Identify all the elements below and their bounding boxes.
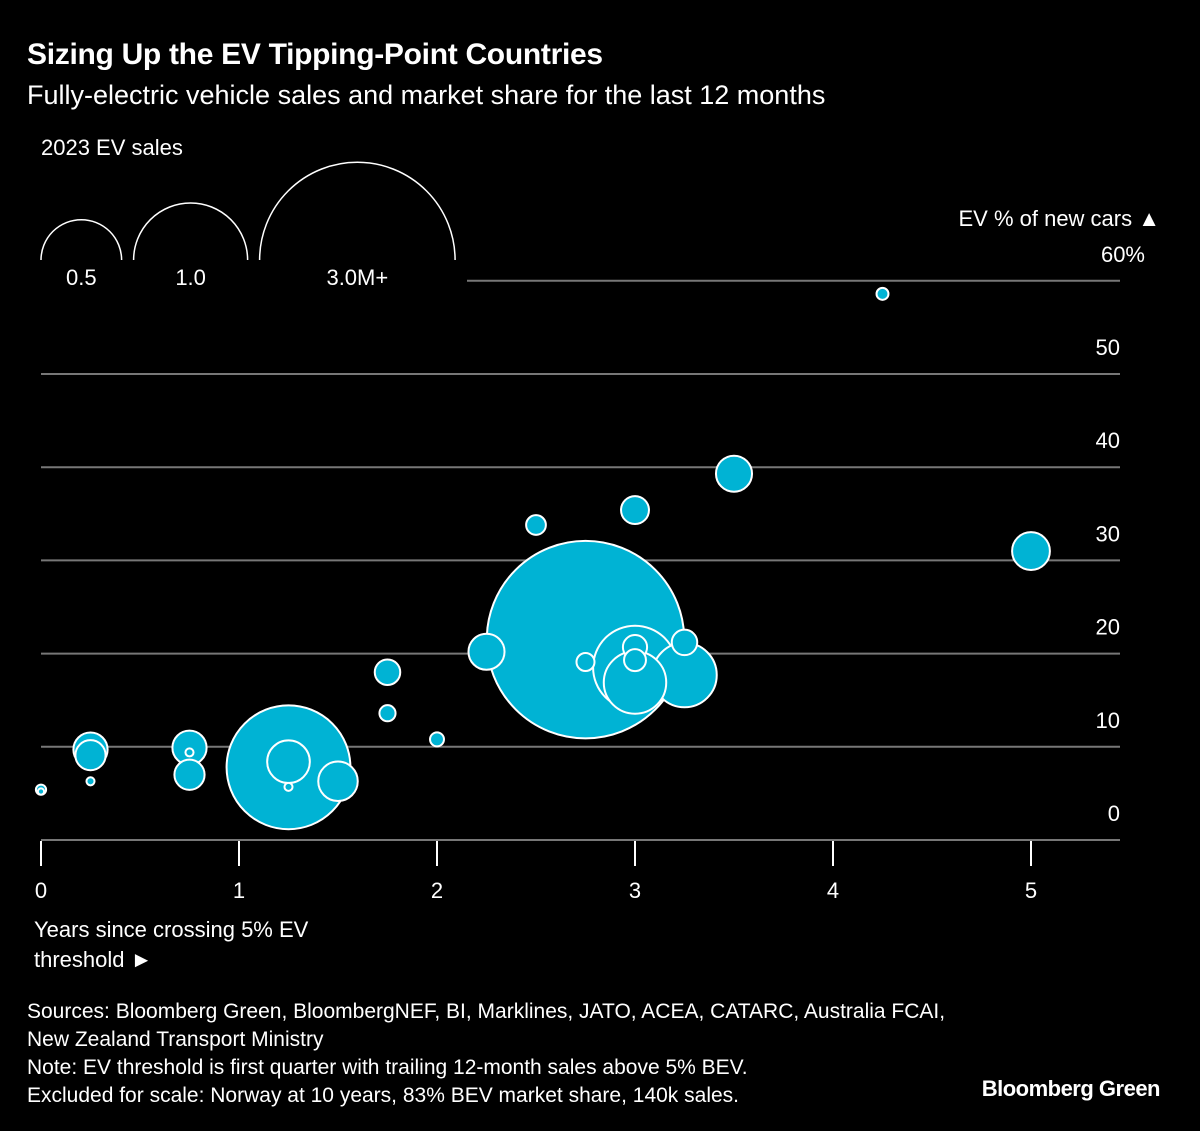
size-legend-label: 3.0M+ bbox=[326, 265, 388, 290]
x-tick-label: 4 bbox=[827, 878, 839, 903]
x-tick-label: 5 bbox=[1025, 878, 1037, 903]
bubble bbox=[623, 648, 647, 673]
bubble bbox=[525, 514, 547, 536]
y-tick-label: 10 bbox=[1096, 708, 1120, 733]
bubble bbox=[74, 739, 107, 772]
bubble bbox=[875, 286, 890, 301]
brand-logo: Bloomberg Green bbox=[981, 1076, 1161, 1101]
x-tick-label: 0 bbox=[35, 878, 47, 903]
size-legend-label: 0.5 bbox=[66, 265, 97, 290]
footer-notes: Sources: Bloomberg Green, BloombergNEF, … bbox=[27, 998, 967, 1110]
size-legend-title: 2023 EV sales bbox=[41, 135, 183, 160]
x-tick-label: 1 bbox=[233, 878, 245, 903]
size-legend-arc bbox=[40, 219, 123, 261]
y-tick-label: 60% bbox=[1101, 242, 1145, 267]
bubble bbox=[184, 747, 195, 758]
chart-subtitle: Fully-electric vehicle sales and market … bbox=[27, 80, 826, 110]
y-axis-label: EV % of new cars ▲ bbox=[958, 206, 1160, 231]
bubble bbox=[575, 651, 596, 673]
bubble bbox=[373, 658, 402, 686]
chart-title: Sizing Up the EV Tipping-Point Countries bbox=[27, 38, 603, 71]
sources-text: Sources: Bloomberg Green, BloombergNEF, … bbox=[27, 1000, 946, 1051]
y-tick-label: 50 bbox=[1096, 335, 1120, 360]
bubble bbox=[1011, 531, 1051, 571]
excluded-text: Excluded for scale: Norway at 10 years, … bbox=[27, 1084, 740, 1107]
y-tick-label: 0 bbox=[1108, 801, 1120, 826]
y-tick-label: 20 bbox=[1096, 615, 1120, 640]
bubble bbox=[714, 454, 754, 493]
size-legend-arc bbox=[258, 161, 456, 261]
y-tick-label: 30 bbox=[1096, 521, 1120, 546]
bubble bbox=[85, 776, 96, 787]
x-tick-label: 3 bbox=[629, 878, 641, 903]
bubble bbox=[36, 787, 46, 796]
bubble bbox=[467, 632, 506, 671]
bubble bbox=[266, 739, 311, 785]
bubble bbox=[620, 495, 650, 526]
note-text: Note: EV threshold is first quarter with… bbox=[27, 1056, 748, 1079]
size-legend-label: 1.0 bbox=[175, 265, 206, 290]
bubble bbox=[173, 758, 206, 791]
bubble bbox=[283, 781, 294, 792]
bubble bbox=[670, 628, 699, 657]
size-legend-arc bbox=[132, 202, 249, 261]
y-tick-label: 40 bbox=[1096, 428, 1120, 453]
bubble bbox=[429, 731, 445, 748]
x-tick-label: 2 bbox=[431, 878, 443, 903]
x-axis-label: Years since crossing 5% EV threshold ► bbox=[34, 917, 309, 972]
bubble bbox=[317, 760, 359, 803]
bubble bbox=[378, 704, 397, 723]
